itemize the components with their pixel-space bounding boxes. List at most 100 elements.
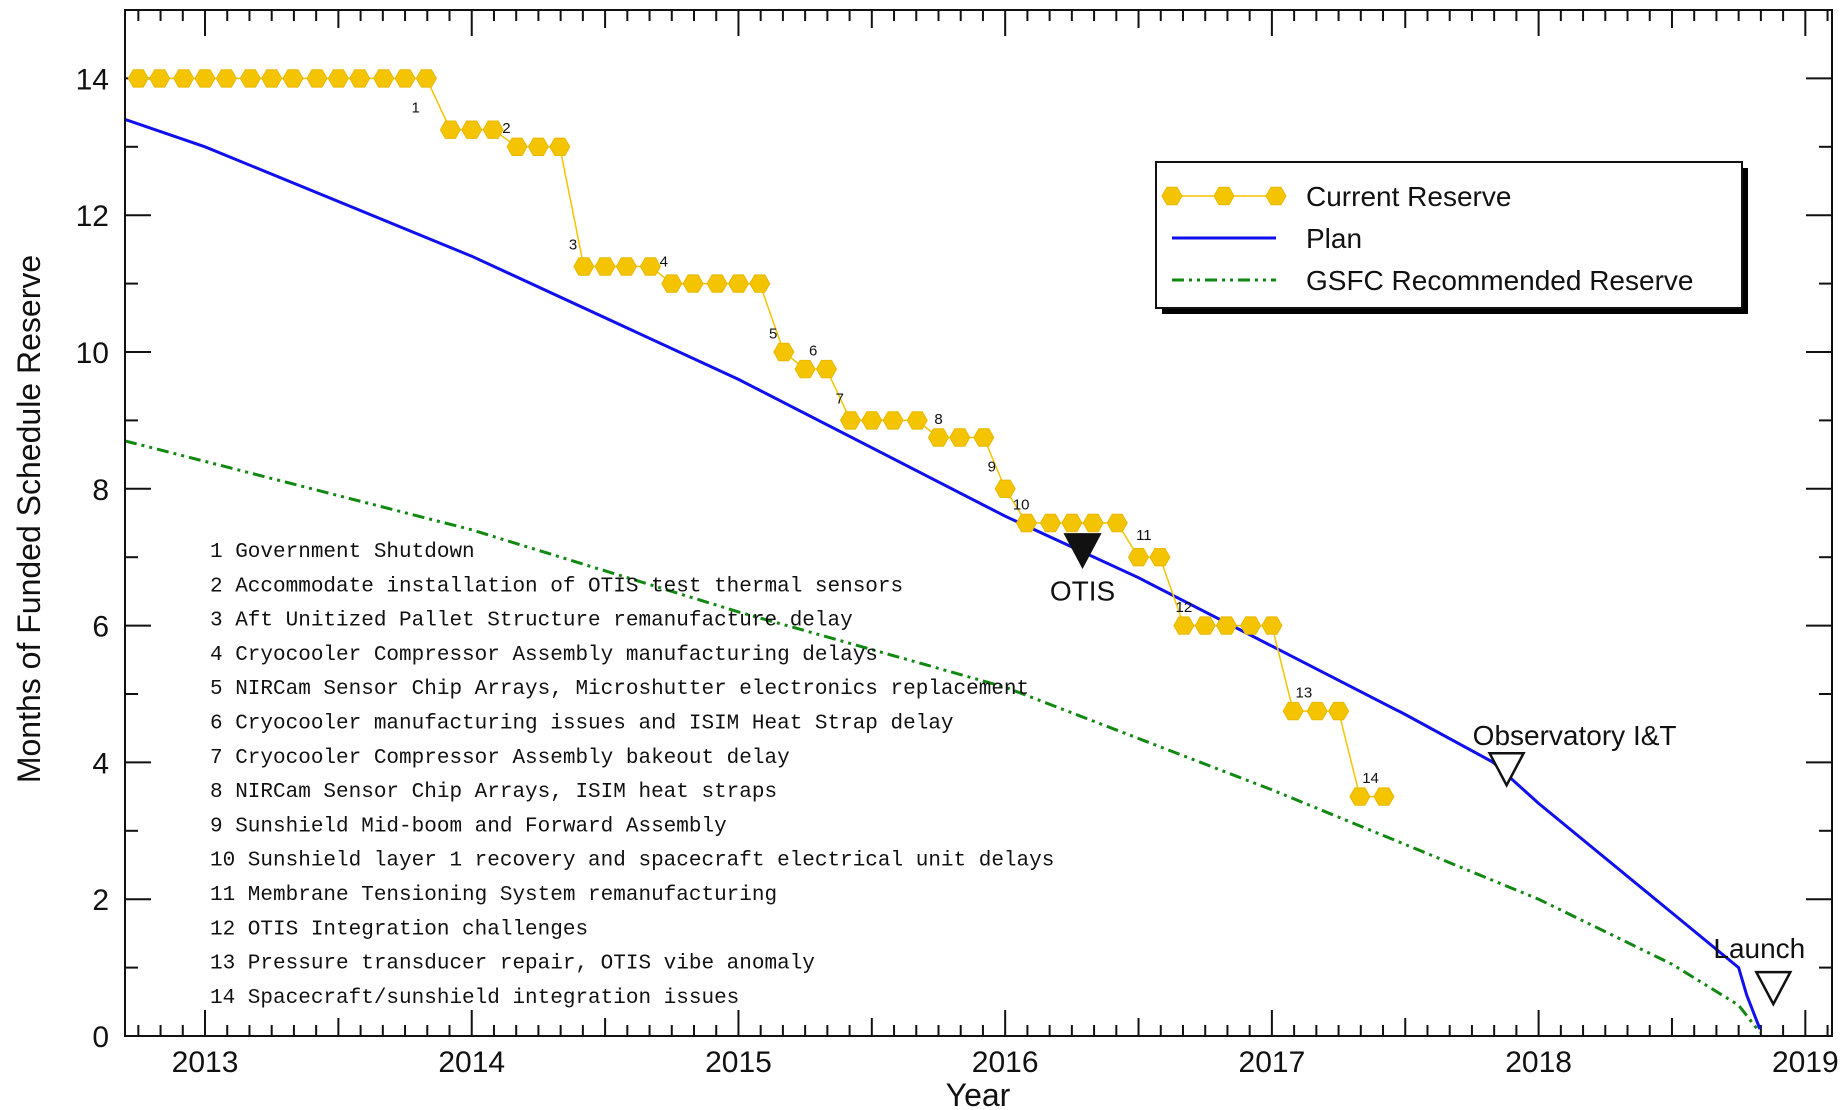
note-item: 9 Sunshield Mid-boom and Forward Assembl… (210, 815, 727, 838)
milestone-label: Launch (1713, 933, 1805, 964)
series-point (1149, 548, 1171, 567)
series-point (215, 69, 237, 88)
note-item: 14 Spacecraft/sunshield integration issu… (210, 987, 739, 1010)
series-point (327, 69, 349, 88)
axis-ticks (125, 9, 1832, 1037)
step-label: 6 (809, 342, 817, 359)
step-label: 4 (660, 254, 668, 271)
x-axis-label: Year (946, 1077, 1011, 1110)
series-point (282, 69, 304, 88)
series-point (1061, 513, 1083, 533)
milestone-marker (1754, 970, 1793, 1007)
step-label: 14 (1362, 770, 1379, 787)
legend-label: GSFC Recommended Reserve (1306, 265, 1693, 296)
legend-label: Current Reserve (1306, 181, 1511, 212)
series-point (1349, 787, 1371, 806)
note-item: 1 Government Shutdown (210, 541, 475, 564)
y-tick-label: 0 (92, 1021, 109, 1054)
step-label: 9 (988, 459, 996, 476)
y-tick-label: 12 (76, 200, 109, 233)
series-point (173, 69, 195, 88)
y-tick-label: 6 (92, 611, 109, 644)
series-point (373, 69, 395, 88)
legend: Current Reserve Plan GSFC Recommended Rese… (1155, 161, 1748, 314)
series-point (815, 359, 838, 379)
step-label: 5 (769, 325, 777, 342)
series-point (861, 411, 883, 430)
series-point (127, 69, 149, 88)
note-item: 3 Aft Unitized Pallet Structure remanufa… (210, 610, 853, 633)
series-point (349, 69, 371, 88)
step-label: 13 (1296, 684, 1313, 701)
y-tick-label: 10 (76, 337, 109, 370)
series-point (1106, 513, 1128, 533)
y-axis-label: Months of Funded Schedule Reserve (11, 255, 47, 783)
series-point (1194, 616, 1216, 635)
y-tick-label: 2 (92, 884, 109, 917)
legend-marker (1265, 186, 1287, 206)
series-point (773, 342, 795, 362)
step-label: 11 (1136, 527, 1152, 544)
series-point (949, 428, 971, 447)
note-item: 11 Membrane Tensioning System remanufact… (210, 884, 777, 907)
legend-label: Plan (1306, 223, 1362, 254)
step-label: 12 (1176, 599, 1193, 616)
step-label: 8 (934, 411, 942, 428)
legend-marker (1213, 186, 1235, 206)
series-point (1306, 701, 1328, 721)
series-line (124, 439, 1762, 1034)
x-tick-label: 2014 (438, 1046, 505, 1079)
step-label: 7 (836, 390, 844, 407)
milestone-marker (1487, 751, 1526, 788)
note-item: 2 Accommodate installation of OTIS test … (210, 575, 903, 598)
series-point (1373, 787, 1395, 806)
x-tick-label: 2015 (705, 1046, 772, 1079)
series-point (661, 274, 683, 293)
series-point (682, 274, 704, 293)
notes-list: 1 Government Shutdown 2 Accommodate insta… (210, 541, 1054, 1010)
series-line (124, 117, 1762, 1030)
series-point (1173, 616, 1195, 635)
x-tick-label: 2013 (172, 1046, 239, 1079)
series-point (149, 69, 171, 88)
x-tick-label: 2018 (1505, 1046, 1572, 1079)
series-point (927, 428, 950, 447)
note-item: 10 Sunshield layer 1 recovery and spacec… (210, 850, 1054, 873)
series-point (615, 257, 637, 276)
note-item: 5 NIRCam Sensor Chip Arrays, Microshutte… (210, 678, 1029, 701)
series-point (1082, 513, 1104, 533)
y-tick-label: 4 (92, 747, 109, 780)
series-point (1328, 701, 1350, 721)
x-tick-label: 2016 (972, 1046, 1039, 1079)
y-tick-label: 8 (92, 474, 109, 507)
series-point (506, 137, 528, 156)
series-point (1015, 513, 1038, 533)
series-point (794, 359, 816, 379)
note-item: 12 OTIS Integration challenges (210, 918, 588, 941)
series-point (239, 69, 261, 88)
note-item: 8 NIRCam Sensor Chip Arrays, ISIM heat s… (210, 781, 777, 804)
legend-box (1155, 161, 1743, 309)
note-item: 7 Cryocooler Compressor Assembly bakeout… (210, 747, 790, 770)
series-point (482, 120, 504, 139)
note-item: 13 Pressure transducer repair, OTIS vibe… (210, 953, 815, 976)
series-point (639, 257, 661, 276)
step-label: 3 (569, 236, 577, 253)
milestone-marker (1063, 533, 1102, 570)
series-point (549, 137, 571, 156)
milestone-label: Observatory I&T (1473, 720, 1677, 751)
step-label: 2 (502, 120, 510, 137)
series-point (1039, 513, 1062, 533)
series-point (306, 69, 328, 88)
series-point (439, 120, 461, 139)
legend-marker (1161, 186, 1183, 206)
step-label: 1 (412, 100, 420, 117)
series-point (261, 69, 283, 88)
series-point (1261, 616, 1283, 635)
series-point (194, 69, 216, 88)
series-point (1240, 616, 1262, 635)
milestones: OTIS Observatory I&T Launch (1050, 533, 1805, 1007)
series-point (882, 411, 904, 430)
series-point (527, 137, 549, 156)
